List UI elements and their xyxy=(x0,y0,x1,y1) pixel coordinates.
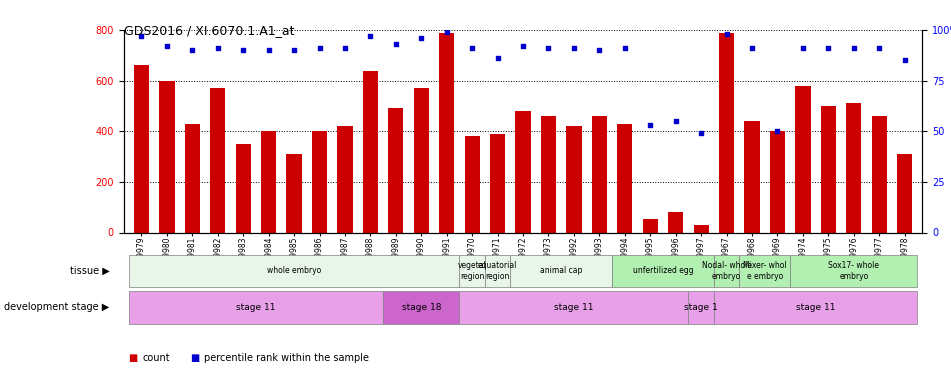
Point xyxy=(745,45,760,51)
Text: animal cap: animal cap xyxy=(540,266,582,275)
Point xyxy=(617,45,632,51)
Point xyxy=(795,45,810,51)
Point xyxy=(159,43,174,49)
Bar xyxy=(159,81,175,232)
Bar xyxy=(490,134,505,232)
Text: Sox17- whole
embryo: Sox17- whole embryo xyxy=(828,261,880,280)
Bar xyxy=(592,116,607,232)
Point xyxy=(719,31,734,37)
Bar xyxy=(261,131,277,232)
Point xyxy=(643,122,658,128)
Bar xyxy=(414,88,429,232)
Bar xyxy=(745,121,760,232)
Bar xyxy=(643,219,658,232)
Point xyxy=(541,45,556,51)
Text: equatorial
region: equatorial region xyxy=(478,261,517,280)
Text: Nodal- whole
embryo: Nodal- whole embryo xyxy=(702,261,751,280)
Bar xyxy=(286,154,301,232)
Bar xyxy=(897,154,912,232)
Point xyxy=(134,33,149,39)
Bar xyxy=(134,65,149,232)
Point xyxy=(846,45,862,51)
Bar xyxy=(541,116,556,232)
Point xyxy=(464,45,479,51)
Point xyxy=(567,45,582,51)
Bar xyxy=(312,131,327,232)
Point xyxy=(312,45,327,51)
Text: vegetal
region: vegetal region xyxy=(457,261,487,280)
Bar xyxy=(388,108,403,232)
Bar xyxy=(515,111,531,232)
Bar xyxy=(566,126,582,232)
Point xyxy=(338,45,353,51)
Point xyxy=(439,29,455,35)
Bar xyxy=(439,33,455,232)
Text: stage 11: stage 11 xyxy=(554,303,593,312)
Bar xyxy=(693,225,708,232)
Point xyxy=(490,56,505,62)
Text: stage 1: stage 1 xyxy=(685,303,718,312)
Text: ■: ■ xyxy=(190,353,200,363)
Bar xyxy=(210,88,225,232)
Bar xyxy=(184,124,200,232)
Point xyxy=(362,33,378,39)
Text: unfertilized egg: unfertilized egg xyxy=(632,266,693,275)
Bar xyxy=(795,86,810,232)
Point xyxy=(388,41,403,47)
Text: Mixer- whol
e embryo: Mixer- whol e embryo xyxy=(743,261,786,280)
Text: stage 18: stage 18 xyxy=(401,303,441,312)
Point xyxy=(821,45,836,51)
Text: stage 11: stage 11 xyxy=(236,303,276,312)
Point xyxy=(693,130,708,136)
Text: ■: ■ xyxy=(128,353,138,363)
Point xyxy=(261,47,276,53)
Bar xyxy=(821,106,836,232)
Point xyxy=(236,47,251,53)
Bar xyxy=(668,212,684,232)
Bar xyxy=(871,116,887,232)
Point xyxy=(515,43,531,49)
Point xyxy=(897,57,912,63)
Bar xyxy=(769,131,786,232)
Text: GDS2016 / XI.6070.1.A1_at: GDS2016 / XI.6070.1.A1_at xyxy=(124,24,294,38)
Point xyxy=(669,118,684,124)
Point xyxy=(414,35,429,41)
Point xyxy=(770,128,786,134)
Bar xyxy=(236,144,251,232)
Bar xyxy=(846,104,862,232)
Point xyxy=(210,45,225,51)
Text: development stage ▶: development stage ▶ xyxy=(4,303,109,312)
Point xyxy=(592,47,607,53)
Bar xyxy=(617,124,632,232)
Bar xyxy=(362,70,378,232)
Bar xyxy=(464,136,480,232)
Bar xyxy=(719,33,734,232)
Point xyxy=(184,47,200,53)
Text: whole embryo: whole embryo xyxy=(267,266,321,275)
Text: tissue ▶: tissue ▶ xyxy=(69,266,109,276)
Text: stage 11: stage 11 xyxy=(796,303,835,312)
Text: count: count xyxy=(143,353,170,363)
Bar xyxy=(338,126,353,232)
Point xyxy=(286,47,301,53)
Text: percentile rank within the sample: percentile rank within the sample xyxy=(204,353,370,363)
Point xyxy=(872,45,887,51)
